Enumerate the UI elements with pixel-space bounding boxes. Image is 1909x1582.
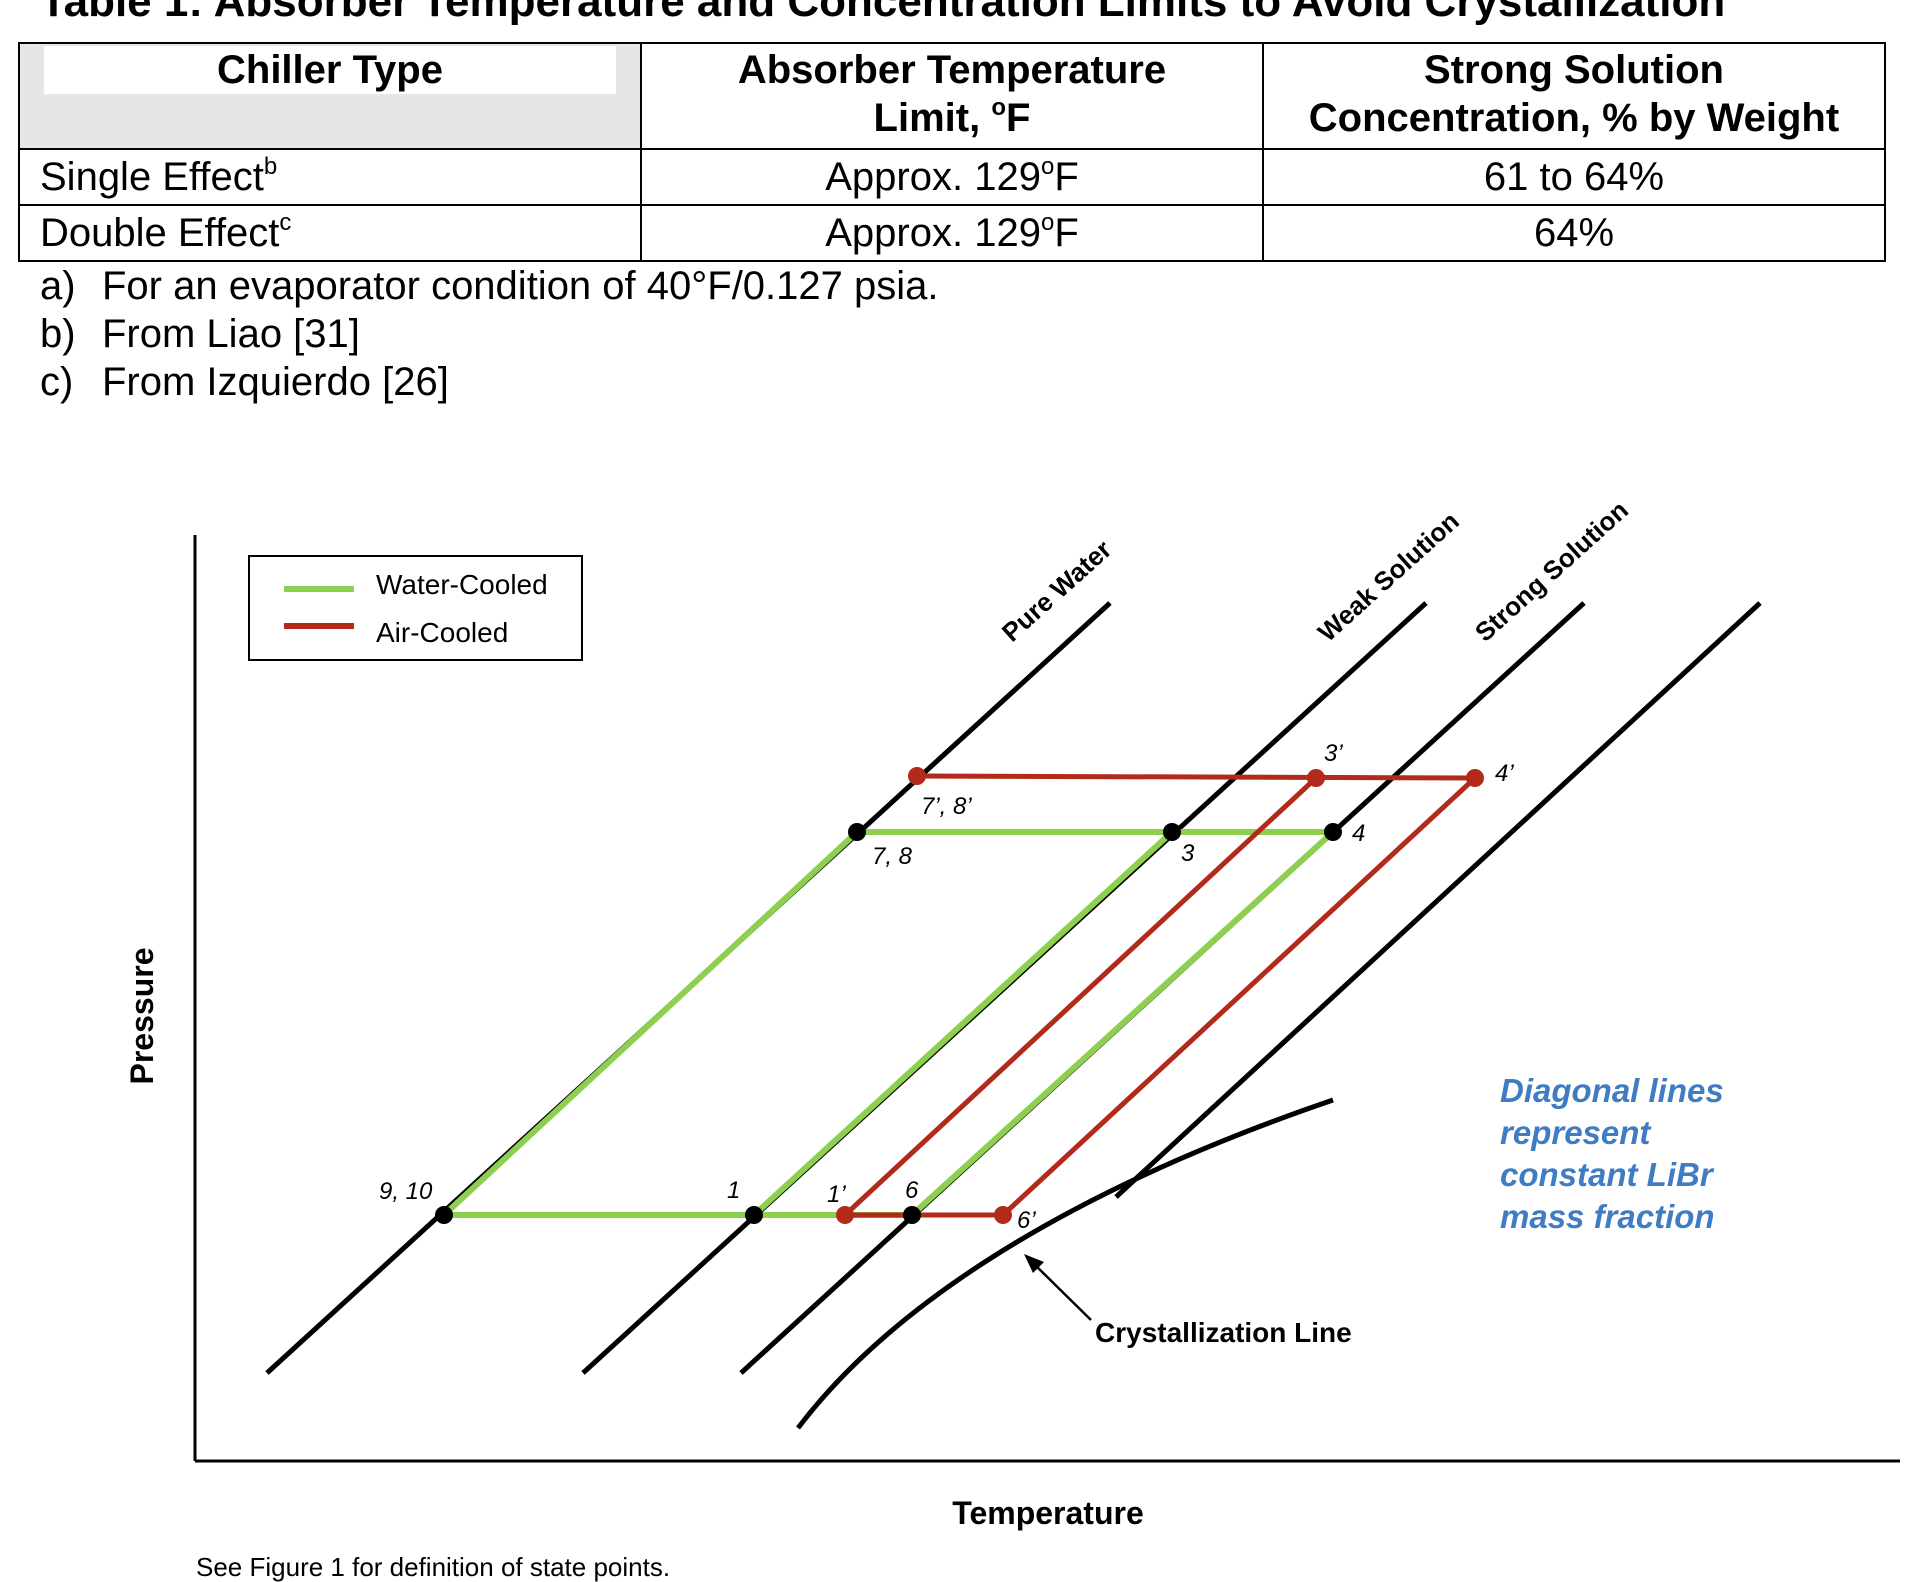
state-point-4-prime [1466, 769, 1484, 787]
cell-temperature: Approx. 129oF [640, 204, 1264, 262]
cell-chiller-type: Double Effectc [18, 204, 642, 262]
state-point-3 [1163, 823, 1181, 841]
cell-concentration: 61 to 64% [1262, 148, 1886, 206]
header-temperature-limit: Absorber Temperature Limit, oF [640, 42, 1264, 150]
crystallization-pointer [1029, 1259, 1092, 1321]
table-caption: Table 1: Absorber Temperature and Concen… [40, 0, 1726, 26]
footnote-marker: b) [40, 312, 76, 356]
label-1: 1 [727, 1177, 740, 1204]
label-3-prime: 3’ [1324, 740, 1343, 767]
water-cooled-cycle [441, 829, 1336, 1218]
state-point-1 [745, 1206, 763, 1224]
crystallization-label: Crystallization Line [1095, 1317, 1352, 1348]
label-3: 3 [1181, 840, 1195, 867]
limit-diagonal-line [1114, 601, 1762, 1199]
footnote-text: From Izquierdo [26] [102, 360, 449, 404]
cell-concentration: 64% [1262, 204, 1886, 262]
annotation-line: mass fraction [1500, 1198, 1715, 1235]
temperature-value: Approx. 129 [825, 155, 1041, 199]
header-temperature-line1: Absorber Temperature [737, 48, 1167, 92]
state-point-1-prime [836, 1206, 854, 1224]
footnote-item: a) For an evaporator condition of 40°F/0.… [40, 262, 939, 310]
cycle-segment [842, 775, 1319, 1218]
temperature-unit: F [1054, 155, 1079, 199]
footnote-marker: a) [40, 264, 76, 308]
degree-mark: o [1040, 153, 1055, 180]
state-point-7-8 [848, 823, 866, 841]
cycle-segment [914, 773, 1478, 781]
state-point-6-prime [994, 1206, 1012, 1224]
label-7-8: 7, 8 [872, 843, 913, 870]
figure-footnote: See Figure 1 for definition of state poi… [196, 1552, 671, 1582]
label-7-8-prime: 7’, 8’ [921, 793, 972, 820]
chiller-type-label: Single Effect [40, 155, 264, 199]
header-concentration-line1: Strong Solution [1424, 48, 1724, 92]
pure-water-label: Pure Water [996, 534, 1117, 647]
header-temperature-unit: F [1006, 96, 1031, 140]
footnote-mark: c [279, 209, 292, 236]
header-chiller-type: Chiller Type [18, 42, 642, 150]
state-point-3-prime [1307, 769, 1325, 787]
footnote-item: b) From Liao [31] [40, 310, 939, 358]
temperature-unit: F [1054, 211, 1079, 255]
mass-fraction-annotation: Diagonal lines represent constant LiBr m… [1500, 1072, 1724, 1235]
header-chiller-type-label: Chiller Type [44, 46, 616, 94]
legend: Water-Cooled Air-Cooled [248, 555, 583, 661]
air-cooled-cycle [842, 773, 1478, 1218]
table-row: Double Effectc Approx. 129oF 64% [18, 204, 1886, 262]
cell-temperature: Approx. 129oF [640, 148, 1264, 206]
weak-solution-label: Weak Solution [1312, 506, 1465, 648]
header-temperature-line2: Limit, [873, 96, 992, 140]
footnote-text: For an evaporator condition of 40°F/0.12… [102, 264, 939, 308]
crystallization-pointer-head [1024, 1254, 1044, 1273]
legend-water-cooled-label: Water-Cooled [376, 569, 548, 600]
state-point-4 [1324, 823, 1342, 841]
annotation-line: represent [1500, 1114, 1652, 1151]
table-footnotes: a) For an evaporator condition of 40°F/0.… [40, 262, 939, 406]
header-concentration-line2: Concentration, % by Weight [1308, 96, 1840, 140]
annotation-line: constant LiBr [1500, 1156, 1715, 1193]
state-point-7-8-prime [908, 767, 926, 785]
label-9-10: 9, 10 [379, 1178, 433, 1205]
label-1-prime: 1’ [827, 1181, 846, 1208]
cycle-segment [441, 829, 860, 1218]
footnote-marker: c) [40, 360, 74, 404]
state-point-labels: 9, 10 1 1’ 6 6’ 7, 8 7’, 8’ 3 3’ 4 4’ [379, 740, 1514, 1234]
chiller-type-label: Double Effect [40, 211, 280, 255]
table-header-row: Chiller Type Absorber Temperature Limit,… [18, 42, 1886, 150]
cycle-segment [1000, 775, 1478, 1218]
annotation-line: Diagonal lines [1500, 1072, 1724, 1109]
table-row: Single Effectb Approx. 129oF 61 to 64% [18, 148, 1886, 206]
cell-chiller-type: Single Effectb [18, 148, 642, 206]
y-axis-label: Pressure [124, 948, 160, 1085]
crystallization-limits-table: Chiller Type Absorber Temperature Limit,… [18, 42, 1886, 262]
state-point-9-10 [435, 1206, 453, 1224]
legend-box [248, 555, 583, 661]
cycle-segment [909, 829, 1336, 1218]
strong-solution-label: Strong Solution [1469, 495, 1634, 648]
cycle-segment [751, 829, 1175, 1218]
state-points [435, 767, 1484, 1224]
legend-air-cooled-label: Air-Cooled [376, 617, 508, 648]
degree-mark: o [991, 94, 1006, 121]
footnote-item: c) From Izquierdo [26] [40, 358, 939, 406]
temperature-value: Approx. 129 [825, 211, 1041, 255]
degree-mark: o [1040, 209, 1055, 236]
header-concentration: Strong Solution Concentration, % by Weig… [1262, 42, 1886, 150]
label-6-prime: 6’ [1017, 1207, 1036, 1234]
x-axis-label: Temperature [952, 1495, 1143, 1531]
label-6: 6 [905, 1177, 919, 1204]
crystallization-curve [796, 1097, 1334, 1430]
label-4: 4 [1352, 820, 1365, 847]
footnote-mark: b [263, 153, 278, 180]
label-4-prime: 4’ [1495, 760, 1514, 787]
footnote-text: From Liao [31] [102, 312, 360, 356]
state-point-6 [903, 1206, 921, 1224]
